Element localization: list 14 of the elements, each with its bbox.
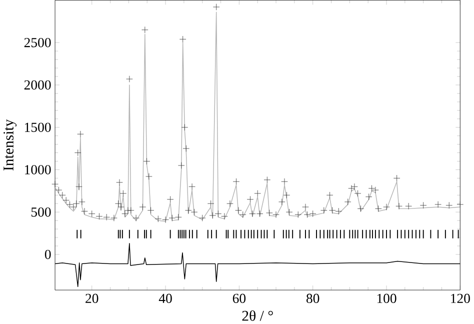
y-axis-title: Intensity	[4, 119, 17, 170]
x-tick-label: 40	[158, 294, 172, 303]
y-tick-label: 500	[31, 207, 51, 217]
x-tick-label: 20	[86, 294, 98, 303]
x-tick-label: 100	[377, 294, 396, 303]
y-tick-label: 1000	[25, 164, 51, 174]
x-axis-title: 2θ / °	[242, 310, 273, 321]
y-tick-label: 2000	[24, 80, 51, 90]
y-tick-label: 0	[44, 250, 51, 259]
x-tick-label: 80	[306, 294, 320, 303]
y-tick-label: 2500	[24, 38, 51, 48]
x-tick-label: 60	[232, 294, 246, 303]
x-tick-label: 120	[451, 294, 470, 303]
y-tick-label: 1500	[25, 122, 51, 132]
